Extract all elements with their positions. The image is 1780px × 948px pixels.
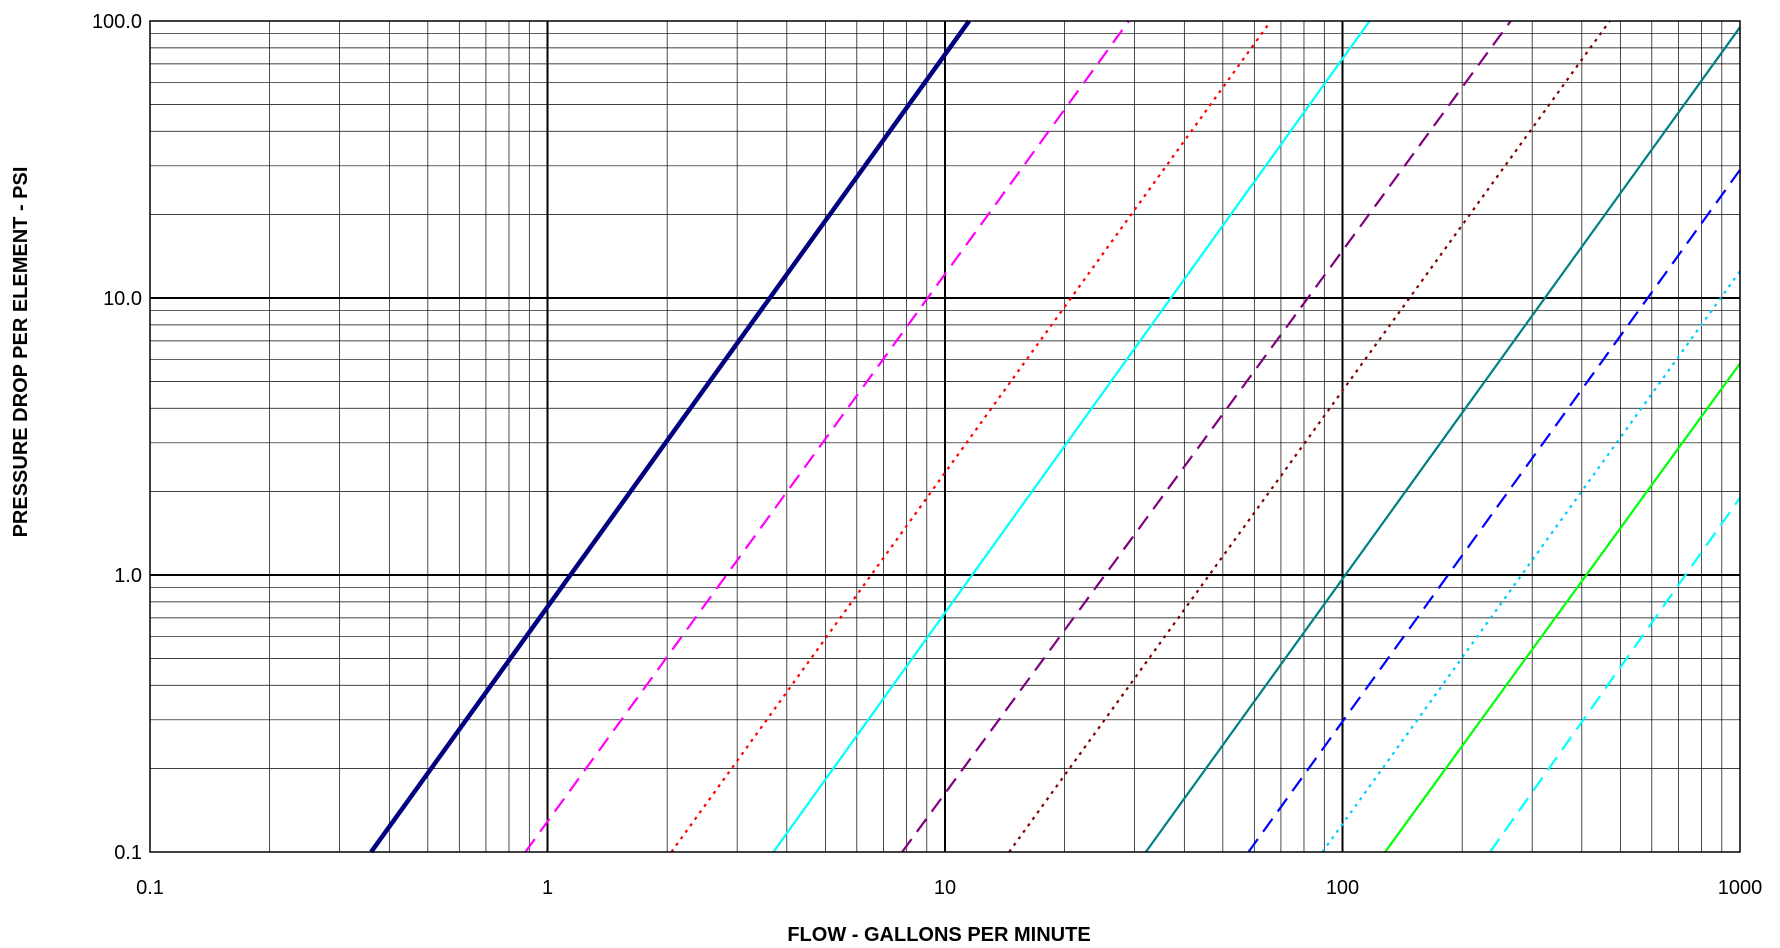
x-tick-labels: 0.1 1 10 100 1000	[136, 877, 1762, 899]
plot-frame	[149, 20, 1741, 853]
x-axis-title: FLOW - GALLONS PER MINUTE	[787, 924, 1090, 946]
y-tick-label: 10.0	[103, 288, 142, 310]
series-line-7	[1144, 26, 1741, 853]
x-tick-label: 0.1	[136, 877, 164, 899]
x-tick-label: 1	[542, 877, 553, 899]
series-line-2	[524, 20, 1130, 853]
y-axis-title: PRESSURE DROP PER ELEMENT - PSI	[10, 167, 32, 538]
series-line-3	[670, 20, 1272, 853]
major-gridlines	[150, 21, 1740, 852]
y-tick-label: 100.0	[92, 11, 142, 33]
series-line-9	[1321, 270, 1741, 853]
y-tick-label: 1.0	[114, 565, 142, 587]
series-line-5	[901, 20, 1512, 853]
series-line-1	[369, 19, 971, 854]
x-tick-label: 10	[934, 877, 956, 899]
series-line-4	[772, 20, 1371, 853]
series-line-10	[1384, 362, 1741, 853]
x-tick-label: 1000	[1718, 877, 1763, 899]
series-lines	[369, 19, 1741, 854]
series-line-8	[1247, 169, 1741, 853]
x-tick-label: 100	[1326, 877, 1359, 899]
y-tick-label: 0.1	[114, 842, 142, 864]
series-line-11	[1489, 497, 1741, 853]
series-line-6	[1008, 20, 1611, 853]
y-tick-labels: 0.1 1.0 10.0 100.0	[92, 11, 142, 864]
